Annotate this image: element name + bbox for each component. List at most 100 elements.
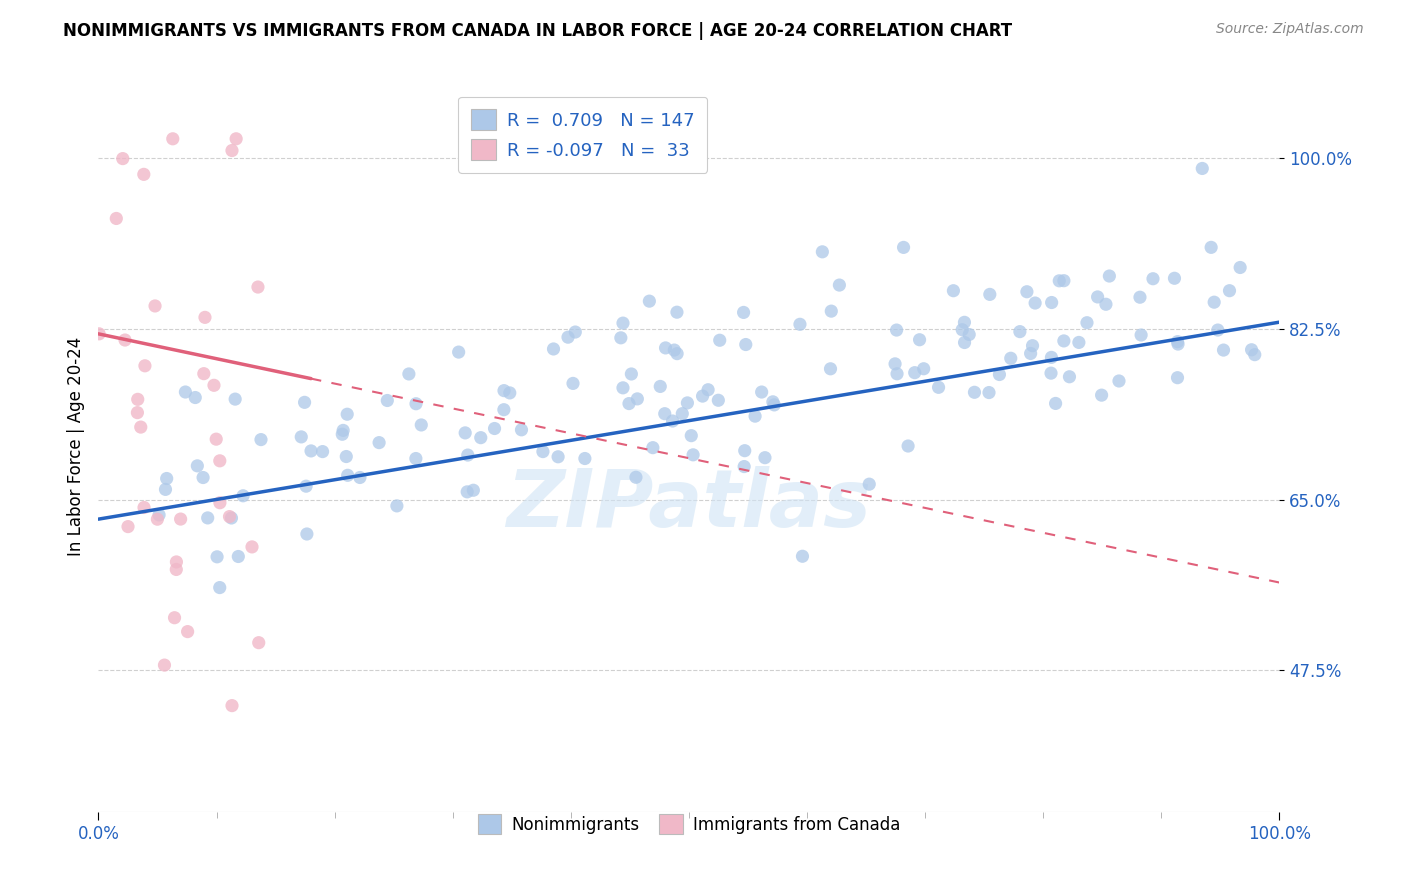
Point (191, 470, 214, 484)
Point (957, 327, 980, 342)
Point (886, 323, 908, 337)
Point (692, 389, 714, 403)
Point (557, 330, 579, 344)
Point (617, 396, 640, 410)
Point (205, 549, 228, 564)
Point (953, 335, 976, 350)
Point (155, 483, 177, 497)
Point (132, 500, 155, 515)
Point (202, 378, 225, 392)
Point (1040, 351, 1063, 365)
Point (744, 409, 766, 424)
Point (295, 479, 318, 493)
Point (208, 496, 231, 510)
Point (1095, 297, 1118, 311)
Point (789, 318, 811, 332)
Point (197, 511, 219, 525)
Point (470, 431, 492, 445)
Point (820, 304, 842, 318)
Point (1191, 161, 1213, 176)
Point (638, 294, 661, 309)
Point (1098, 268, 1121, 283)
Point (143, 299, 166, 313)
Point (1047, 274, 1070, 288)
Point (641, 441, 664, 455)
Point (146, 512, 169, 526)
Point (205, 432, 228, 446)
Point (1090, 388, 1112, 402)
Point (1108, 374, 1130, 388)
Point (247, 635, 270, 649)
Point (208, 454, 231, 468)
Point (671, 407, 693, 421)
Point (411, 417, 433, 432)
Point (681, 428, 703, 442)
Point (454, 425, 477, 440)
Point (385, 499, 408, 513)
Point (1240, 343, 1263, 357)
Legend: Nonimmigrants, Immigrants from Canada: Nonimmigrants, Immigrants from Canada (468, 805, 910, 844)
Point (127, 392, 149, 407)
Point (1167, 337, 1189, 351)
Point (733, 459, 755, 474)
Point (564, 325, 586, 339)
Point (105, 211, 128, 226)
Point (733, 305, 755, 319)
Point (1021, 339, 1043, 353)
Text: NONIMMIGRANTS VS IMMIGRANTS FROM CANADA IN LABOR FORCE | AGE 20-24 CORRELATION C: NONIMMIGRANTS VS IMMIGRANTS FROM CANADA … (63, 22, 1012, 40)
Point (492, 402, 515, 417)
Point (893, 240, 915, 254)
Point (1045, 396, 1067, 410)
Point (661, 414, 683, 428)
Point (163, 611, 186, 625)
Point (1243, 348, 1265, 362)
Point (1166, 370, 1188, 384)
Point (510, 423, 533, 437)
Point (707, 393, 730, 408)
Point (456, 484, 478, 499)
Point (811, 244, 834, 259)
Point (979, 287, 1001, 301)
Point (953, 315, 976, 329)
Point (184, 391, 207, 405)
Point (221, 144, 243, 158)
Point (547, 450, 569, 464)
Point (221, 511, 243, 525)
Point (176, 624, 198, 639)
Point (792, 549, 814, 564)
Point (610, 331, 633, 345)
Point (626, 392, 648, 406)
Point (134, 359, 156, 373)
Point (1130, 328, 1153, 343)
Point (194, 310, 217, 325)
Point (208, 581, 231, 595)
Point (335, 450, 357, 464)
Point (1019, 346, 1042, 360)
Point (682, 448, 704, 462)
Point (447, 345, 470, 359)
Point (751, 385, 773, 400)
Point (709, 333, 731, 347)
Point (763, 398, 786, 412)
Point (664, 343, 686, 357)
Point (156, 471, 179, 485)
Point (290, 430, 312, 444)
Point (1024, 296, 1046, 310)
Point (294, 395, 316, 409)
Point (186, 458, 208, 473)
Point (1067, 335, 1090, 350)
Point (928, 380, 950, 394)
Point (654, 341, 676, 355)
Point (904, 366, 927, 380)
Point (562, 376, 585, 391)
Point (1053, 274, 1076, 288)
Point (942, 284, 965, 298)
Point (368, 435, 391, 450)
Point (963, 385, 986, 400)
Point (1229, 260, 1251, 275)
Point (762, 394, 785, 409)
Point (950, 323, 973, 337)
Text: Source: ZipAtlas.com: Source: ZipAtlas.com (1216, 22, 1364, 37)
Point (1204, 295, 1226, 310)
Point (1212, 343, 1234, 357)
